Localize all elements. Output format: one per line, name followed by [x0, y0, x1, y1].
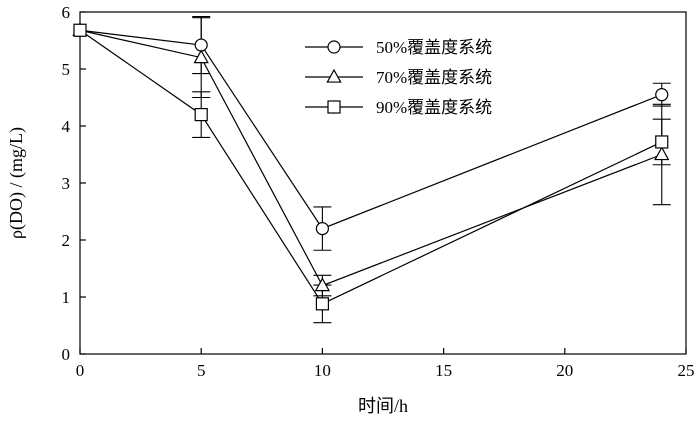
data-point-square — [315, 297, 329, 311]
y-tick-label: 2 — [62, 231, 71, 250]
x-tick-label: 0 — [76, 361, 85, 380]
data-point-square — [73, 23, 87, 37]
x-tick-label: 15 — [435, 361, 452, 380]
data-point-triangle — [654, 146, 670, 161]
y-axis-title: ρ(DO) / (mg/L) — [6, 127, 27, 239]
y-tick-label: 4 — [62, 117, 71, 136]
error-bars — [192, 16, 671, 324]
plot-frame — [79, 11, 687, 355]
series-markers — [72, 21, 670, 311]
data-point-circle — [194, 38, 208, 52]
x-axis-title: 时间/h — [358, 396, 408, 416]
legend: 50%覆盖度系统 70%覆盖度系统 90%覆盖度系统 — [305, 38, 492, 117]
y-tick-label: 5 — [62, 60, 71, 79]
legend-label: 50%覆盖度系统 — [376, 38, 492, 57]
y-tick-label: 3 — [62, 174, 71, 193]
data-point-triangle — [314, 277, 331, 292]
data-point-square — [194, 107, 208, 122]
axes: 0 5 10 15 20 25 0 1 2 3 4 5 6 — [62, 3, 695, 380]
series-line-3 — [79, 29, 663, 305]
y-tick-label: 1 — [62, 288, 71, 307]
data-point-circle — [315, 222, 329, 236]
y-tick-label: 6 — [62, 3, 71, 22]
series-line-1 — [79, 29, 662, 230]
x-tick-label: 20 — [556, 361, 573, 380]
x-tick-label: 5 — [197, 361, 206, 380]
data-point-circle — [655, 88, 669, 102]
legend-label: 70%覆盖度系统 — [376, 68, 492, 87]
series-line-2 — [79, 29, 662, 287]
data-point-square — [655, 135, 669, 149]
legend-marker-circle — [327, 40, 341, 54]
x-tick-label: 10 — [314, 361, 331, 380]
legend-label: 90%覆盖度系统 — [376, 98, 492, 117]
y-tick-label: 0 — [62, 345, 71, 364]
legend-marker-triangle — [326, 68, 342, 83]
data-point-triangle — [193, 49, 209, 64]
legend-marker-square — [327, 100, 341, 114]
x-tick-label: 25 — [678, 361, 695, 380]
series-lines — [79, 29, 663, 305]
